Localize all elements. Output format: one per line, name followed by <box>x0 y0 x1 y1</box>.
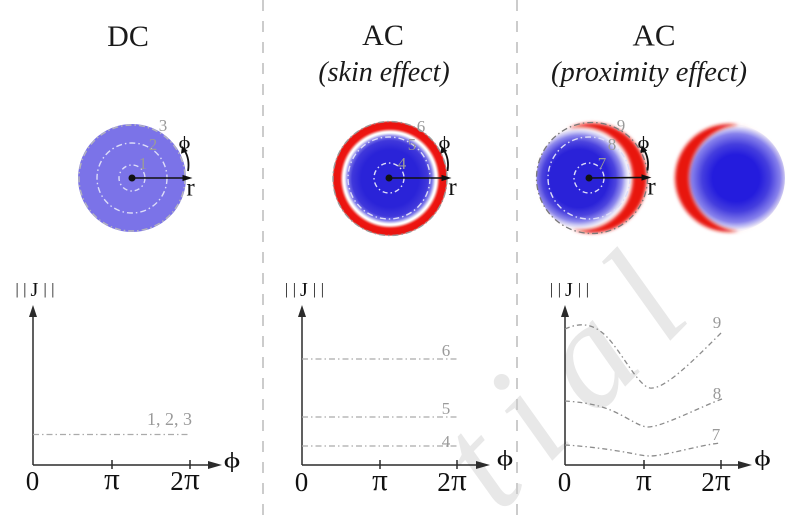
svg-text:3: 3 <box>159 116 168 135</box>
svg-text:8: 8 <box>608 135 617 154</box>
svg-text:2: 2 <box>701 467 715 497</box>
svg-text:2: 2 <box>149 135 158 154</box>
svg-text:||: || <box>16 281 32 298</box>
svg-text:1: 1 <box>139 154 148 173</box>
svg-text:π: π <box>372 462 388 497</box>
svg-text:9: 9 <box>713 313 722 332</box>
svg-text:ϕ: ϕ <box>638 134 650 153</box>
svg-text:2: 2 <box>437 467 451 497</box>
svg-text:r: r <box>647 174 656 201</box>
svg-text:ϕ: ϕ <box>497 446 514 470</box>
svg-text:π: π <box>715 462 731 497</box>
svg-text:||: || <box>313 281 329 298</box>
svg-text:5: 5 <box>408 135 417 154</box>
svg-text:J: J <box>31 279 39 301</box>
svg-text:0: 0 <box>558 467 572 497</box>
svg-text:7: 7 <box>598 154 607 173</box>
svg-text:0: 0 <box>295 467 309 497</box>
svg-text:π: π <box>184 461 200 496</box>
svg-text:ϕ: ϕ <box>754 446 771 470</box>
svg-text:(proximity effect): (proximity effect) <box>551 57 747 88</box>
svg-text:ϕ: ϕ <box>179 134 191 153</box>
svg-text:2: 2 <box>170 466 184 496</box>
svg-text:||: || <box>550 281 566 298</box>
svg-text:π: π <box>636 462 652 497</box>
svg-text:r: r <box>448 174 457 201</box>
svg-text:4: 4 <box>398 154 407 173</box>
svg-text:ϕ: ϕ <box>439 134 451 153</box>
svg-text:4: 4 <box>442 432 451 451</box>
svg-text:r: r <box>186 175 195 202</box>
svg-text:||: || <box>578 281 594 298</box>
svg-text:0: 0 <box>26 466 40 496</box>
svg-text:6: 6 <box>417 117 426 136</box>
svg-text:J: J <box>300 279 308 301</box>
svg-text:DC: DC <box>107 20 149 53</box>
svg-text:7: 7 <box>712 425 721 444</box>
svg-text:5: 5 <box>442 399 451 418</box>
svg-text:6: 6 <box>442 341 451 360</box>
svg-text:ϕ: ϕ <box>224 448 241 472</box>
svg-text:||: || <box>44 281 60 298</box>
svg-text:π: π <box>451 462 467 497</box>
svg-text:9: 9 <box>617 116 626 135</box>
svg-text:8: 8 <box>713 384 722 403</box>
svg-text:J: J <box>565 279 573 301</box>
svg-text:AC: AC <box>632 18 675 53</box>
svg-text:(skin effect): (skin effect) <box>318 57 449 88</box>
svg-text:1, 2, 3: 1, 2, 3 <box>147 409 192 429</box>
svg-text:AC: AC <box>362 19 404 52</box>
svg-text:||: || <box>285 281 301 298</box>
svg-text:π: π <box>104 461 120 496</box>
